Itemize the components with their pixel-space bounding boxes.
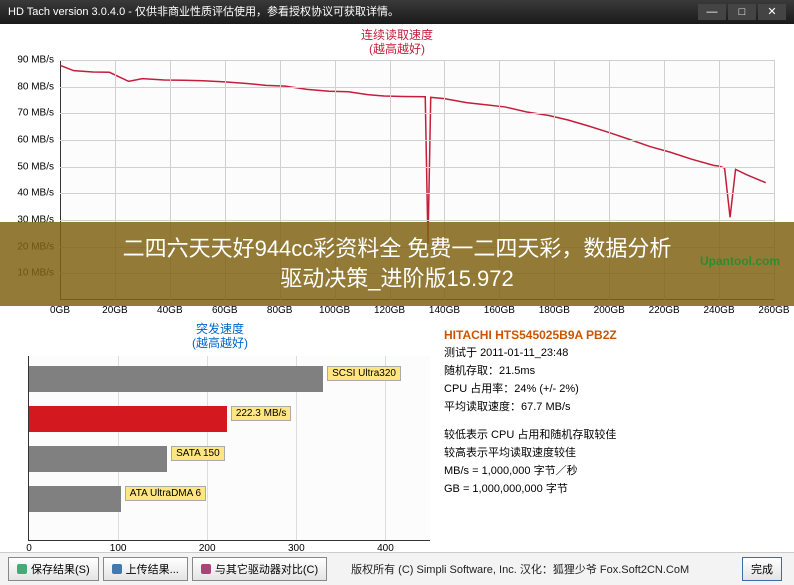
- topchart-title-2: (越高越好): [10, 42, 784, 56]
- topchart-title: 连续读取速度 (越高越好): [10, 28, 784, 56]
- random-access: 随机存取：21.5ms: [444, 362, 780, 380]
- window-title: HD Tach version 3.0.4.0 - 仅供非商业性质评估使用，参看…: [8, 0, 399, 24]
- y-tick-label: 50 MB/s: [12, 161, 54, 172]
- bar-label: 222.3 MB/s: [231, 406, 292, 421]
- window-buttons: — □ ✕: [698, 4, 786, 20]
- x-tick-label: 40GB: [157, 305, 183, 316]
- cpu-usage: CPU 占用率：24% (+/- 2%): [444, 380, 780, 398]
- y-tick-label: 80 MB/s: [12, 81, 54, 92]
- save-button[interactable]: 保存结果(S): [8, 557, 99, 581]
- bar-label: ATA UltraDMA 6: [125, 486, 206, 501]
- info-panel: HITACHI HTS545025B9A PB2Z 测试于 2011-01-11…: [430, 322, 784, 541]
- x-tick-label: 200GB: [594, 305, 625, 316]
- maximize-button[interactable]: □: [728, 4, 756, 20]
- bar-label: SCSI Ultra320: [327, 366, 401, 381]
- compare-icon: [201, 564, 211, 574]
- done-button[interactable]: 完成: [742, 557, 782, 581]
- bar-label: SATA 150: [171, 446, 225, 461]
- overlay-banner: 二四六天天好944cc彩资料全 免费一二四天彩，数据分析 驱动决策_进阶版15.…: [0, 222, 794, 306]
- x-tick-label: 240GB: [703, 305, 734, 316]
- barchart-title: 突发速度 (越高越好): [10, 322, 430, 350]
- unit-mb: MB/s = 1,000,000 字节／秒: [444, 462, 780, 480]
- overlay-line1: 二四六天天好944cc彩资料全 免费一二四天彩，数据分析: [8, 234, 786, 264]
- x-tick-label: 120GB: [374, 305, 405, 316]
- overlay-line2: 驱动决策_进阶版15.972: [8, 264, 786, 294]
- avg-read: 平均读取速度：67.7 MB/s: [444, 398, 780, 416]
- bar-1: 222.3 MB/s: [29, 406, 227, 432]
- x-tick-label: 80GB: [267, 305, 293, 316]
- bottom-toolbar: 保存结果(S) 上传结果... 与其它驱动器对比(C) 版权所有 (C) Sim…: [0, 552, 794, 585]
- y-tick-label: 40 MB/s: [12, 188, 54, 199]
- barchart-area: 0100200300400SCSI Ultra320222.3 MB/sSATA…: [28, 356, 430, 541]
- drive-model: HITACHI HTS545025B9A PB2Z: [444, 326, 780, 344]
- tested-at: 测试于 2011-01-11_23:48: [444, 344, 780, 362]
- bar-2: SATA 150: [29, 446, 167, 472]
- watermark: Upantool.com: [700, 254, 780, 268]
- copyright: 版权所有 (C) Simpli Software, Inc. 汉化：狐狸少爷 F…: [351, 561, 689, 577]
- note-low: 较低表示 CPU 占用和随机存取较佳: [444, 426, 780, 444]
- x-tick-label: 100GB: [319, 305, 350, 316]
- save-icon: [17, 564, 27, 574]
- window-titlebar: HD Tach version 3.0.4.0 - 仅供非商业性质评估使用，参看…: [0, 0, 794, 24]
- upload-icon: [112, 564, 122, 574]
- barchart-title-2: (越高越好): [10, 336, 430, 350]
- upload-button[interactable]: 上传结果...: [103, 557, 188, 581]
- y-tick-label: 60 MB/s: [12, 135, 54, 146]
- x-tick-label: 20GB: [102, 305, 128, 316]
- bar-0: SCSI Ultra320: [29, 366, 323, 392]
- note-high: 较高表示平均读取速度较佳: [444, 444, 780, 462]
- x-tick-label: 220GB: [649, 305, 680, 316]
- x-tick-label: 0GB: [50, 305, 70, 316]
- y-tick-label: 90 MB/s: [12, 55, 54, 66]
- x-tick-label: 160GB: [484, 305, 515, 316]
- compare-button[interactable]: 与其它驱动器对比(C): [192, 557, 327, 581]
- x-tick-label: 260GB: [758, 305, 789, 316]
- x-tick-label: 60GB: [212, 305, 238, 316]
- bar-3: ATA UltraDMA 6: [29, 486, 121, 512]
- barchart-title-1: 突发速度: [10, 322, 430, 336]
- y-tick-label: 70 MB/s: [12, 108, 54, 119]
- x-tick-label: 140GB: [429, 305, 460, 316]
- x-tick-label: 180GB: [539, 305, 570, 316]
- topchart-title-1: 连续读取速度: [10, 28, 784, 42]
- unit-gb: GB = 1,000,000,000 字节: [444, 480, 780, 498]
- minimize-button[interactable]: —: [698, 4, 726, 20]
- close-button[interactable]: ✕: [758, 4, 786, 20]
